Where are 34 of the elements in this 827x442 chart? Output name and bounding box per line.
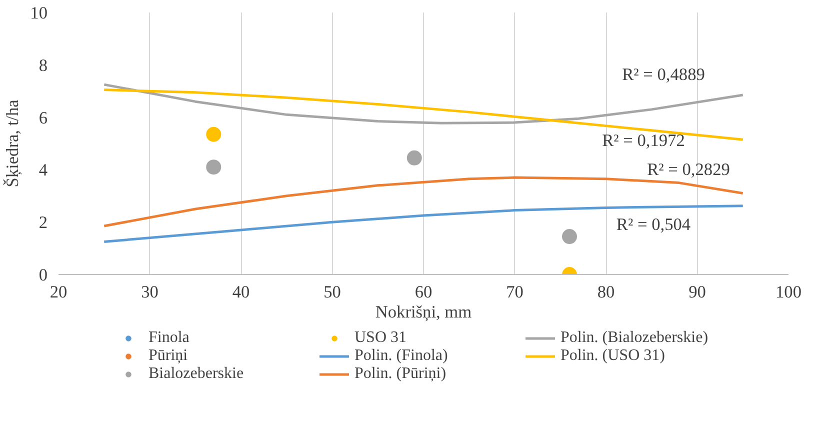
point <box>206 126 222 142</box>
line-series <box>102 83 744 124</box>
x-tick-label: 50 <box>324 282 341 302</box>
annotation: R² = 0,2829 <box>647 160 730 179</box>
legend-label: Polin. (Pūriņi) <box>354 365 448 383</box>
legend-label: USO 31 <box>354 329 408 347</box>
y-tick-label: 8 <box>38 56 48 75</box>
y-tick-label: 2 <box>38 213 48 232</box>
y-axis-title: Šķiedra, t/ha <box>3 99 22 188</box>
y-tick-label: 0 <box>38 266 48 284</box>
line-series <box>102 204 744 243</box>
y-tick-label: 6 <box>38 108 48 128</box>
annotation: R² = 0,504 <box>616 215 691 234</box>
x-tick-label: 70 <box>506 282 524 302</box>
x-tick-label: 90 <box>688 282 706 302</box>
point <box>406 150 422 166</box>
legend-label: Polin. (Finola) <box>354 347 449 365</box>
x-tick-label: 80 <box>597 282 615 302</box>
legend-label: Polin. (USO 31) <box>560 347 666 365</box>
x-tick-label: 30 <box>141 282 158 302</box>
point <box>206 160 222 175</box>
x-tick-label: 20 <box>50 282 68 302</box>
annotation: R² = 0,4889 <box>622 65 705 84</box>
legend-label: Polin. (Bialozeberskie) <box>560 329 710 347</box>
legend-label: Finola <box>148 329 190 347</box>
x-tick-label: 100 <box>776 282 802 302</box>
x-axis-title: Nokrišņi, mm <box>375 302 472 322</box>
annotation: R² = 0,1972 <box>602 131 685 150</box>
x-tick-label: 40 <box>232 282 250 302</box>
x-tick-label: 60 <box>414 282 432 302</box>
legend-label: Bialozeberskie <box>148 365 245 383</box>
y-tick-label: 4 <box>38 160 48 180</box>
legend-label: Pūriņi <box>148 347 189 365</box>
y-tick-label: 10 <box>30 4 48 22</box>
